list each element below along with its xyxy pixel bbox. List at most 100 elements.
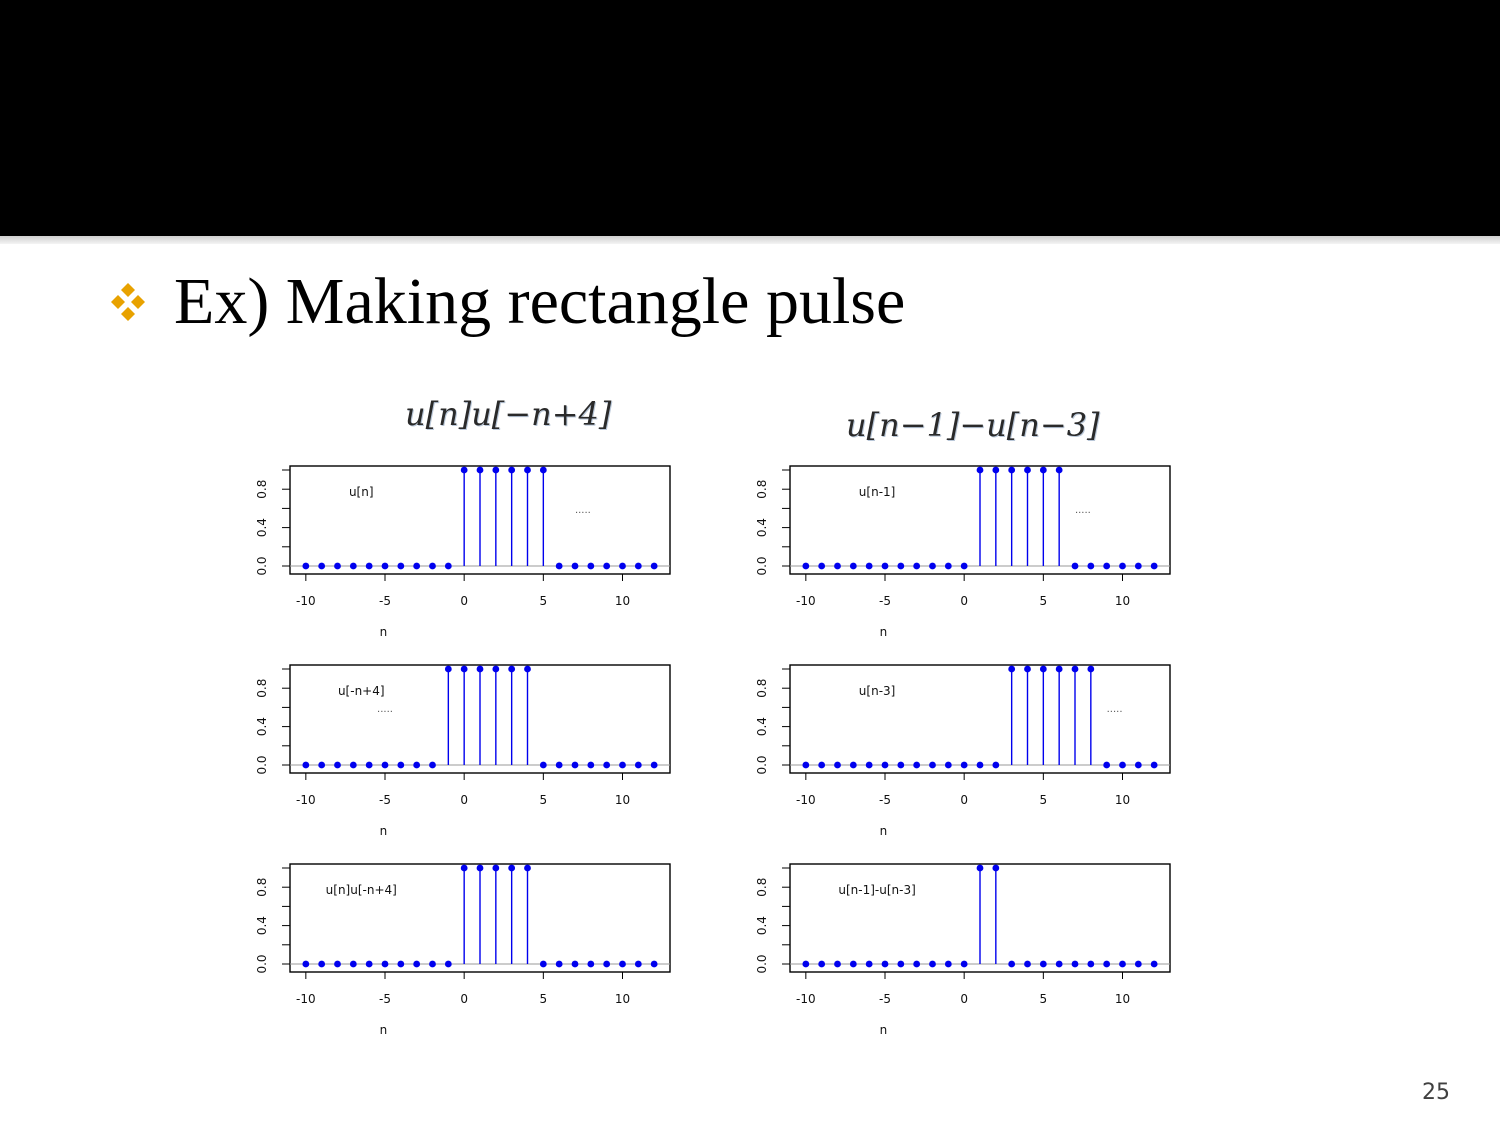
x-axis-label: n (880, 1023, 888, 1037)
stem-point (508, 466, 516, 474)
stem-point (587, 562, 595, 570)
stem-point (429, 960, 436, 968)
stem-point (881, 562, 889, 570)
stem-point (555, 761, 563, 769)
stem-point (944, 761, 952, 769)
stem-point (960, 761, 968, 769)
formula-right: u[n−1]−u[n−3] (846, 406, 1100, 444)
stem-point (1134, 960, 1142, 968)
slide-title-band (0, 0, 1500, 236)
bullet-diamond (121, 283, 135, 297)
stem-point (381, 960, 389, 968)
stem-point (634, 562, 642, 570)
stem-point (818, 562, 826, 570)
x-tick-label: -10 (296, 793, 316, 807)
four-diamond-bullet-icon (111, 283, 145, 321)
stem-point (1055, 665, 1063, 673)
stem-point (849, 761, 857, 769)
stem-point (444, 665, 452, 673)
stem-point (992, 864, 1000, 872)
x-tick-label: -10 (796, 992, 816, 1006)
stem-point (881, 960, 889, 968)
stem-point (1055, 960, 1063, 968)
stem-point (1008, 960, 1016, 968)
stem-point (524, 864, 531, 872)
bullet-diamond (121, 307, 135, 321)
y-tick-label: 0.0 (755, 556, 769, 575)
stem-point (397, 960, 405, 968)
stem-point (429, 761, 436, 769)
x-tick-label: -10 (296, 594, 316, 608)
stem-point (1055, 466, 1063, 474)
x-tick-label: 5 (1040, 793, 1048, 807)
x-tick-label: 0 (460, 793, 468, 807)
stem-plot: 0.0 0.4 0.8 -10 -5 0 5 10 n u[n-1]-u[n-3] (755, 863, 1171, 1037)
stem-point (571, 562, 579, 570)
plot-frame (289, 863, 671, 973)
stem-point (992, 761, 1000, 769)
stem-point (365, 562, 373, 570)
stem-point (865, 960, 873, 968)
stem-point (634, 960, 642, 968)
stem-point (865, 562, 873, 570)
stem-point (960, 960, 968, 968)
stem-point (539, 466, 547, 474)
stem-point (929, 761, 936, 769)
stem-point (834, 562, 841, 570)
plot-label: u[-n+4] (338, 684, 385, 698)
ellipsis-label: ..... (1107, 704, 1123, 715)
stem-point (365, 960, 373, 968)
x-axis-label: n (380, 824, 388, 838)
stem-point (429, 562, 436, 570)
stem-point (397, 562, 405, 570)
stem-point (1024, 665, 1031, 673)
stem-point (381, 761, 389, 769)
stem-point (1008, 466, 1016, 474)
y-tick-label: 0.4 (255, 717, 269, 736)
stem-point (460, 864, 468, 872)
y-tick-label: 0.8 (255, 480, 269, 499)
plot-frame (289, 465, 671, 575)
stem-point (619, 960, 626, 968)
stem-point (865, 761, 873, 769)
stem-point (1039, 960, 1047, 968)
stem-point (1150, 761, 1158, 769)
stem-point (976, 466, 984, 474)
stem-point (802, 562, 810, 570)
stem-point (960, 562, 968, 570)
stem-point (619, 562, 626, 570)
stem-point (508, 665, 516, 673)
x-tick-label: 5 (540, 793, 548, 807)
stem-point (897, 562, 905, 570)
stem-point (476, 665, 484, 673)
x-tick-label: 10 (615, 992, 630, 1006)
x-axis-label: n (380, 625, 388, 639)
stem-point (508, 864, 516, 872)
stem-point (1071, 960, 1079, 968)
stem-point (413, 761, 421, 769)
stem-point (444, 562, 452, 570)
stem-point (913, 960, 921, 968)
x-tick-label: -5 (379, 793, 391, 807)
stem-point (1071, 665, 1079, 673)
y-tick-label: 0.4 (755, 717, 769, 736)
stem-point (1087, 665, 1095, 673)
stem-point (1039, 665, 1047, 673)
stem-point (1087, 562, 1095, 570)
ellipsis-label: ..... (1075, 505, 1091, 516)
stem-point (571, 960, 579, 968)
stem-point (460, 466, 468, 474)
x-tick-label: 0 (460, 594, 468, 608)
stem-point (397, 761, 405, 769)
stem-point (944, 562, 952, 570)
stem-point (881, 761, 889, 769)
stem-point (413, 960, 421, 968)
y-tick-label: 0.4 (255, 518, 269, 537)
x-tick-label: -5 (879, 594, 891, 608)
stem-point (976, 864, 984, 872)
stem-point (913, 562, 921, 570)
x-tick-label: -5 (379, 594, 391, 608)
x-tick-label: -5 (879, 793, 891, 807)
y-tick-label: 0.8 (255, 679, 269, 698)
page-number: 25 (1422, 1080, 1450, 1105)
